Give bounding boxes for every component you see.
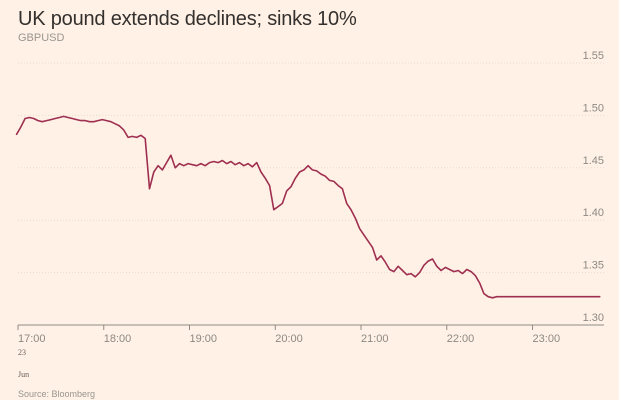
x-tick-label: 18:00 <box>104 333 132 345</box>
chart-title: UK pound extends declines; sinks 10% <box>18 8 357 30</box>
y-tick-label: 1.55 <box>583 50 604 62</box>
y-tick-label: 1.40 <box>583 207 604 219</box>
x-tick-label: 23:00 <box>533 333 561 345</box>
x-tick-label: 19:00 <box>190 333 218 345</box>
chart-source: Source: Bloomberg <box>18 389 96 399</box>
x-tick-label: 20:00 <box>275 333 303 345</box>
y-tick-label: 1.35 <box>583 260 604 272</box>
y-tick-label: 1.50 <box>583 102 604 114</box>
y-tick-label: 1.45 <box>583 155 604 167</box>
x-tick-label: 17:00 <box>18 333 46 345</box>
chart-subtitle: GBPUSD <box>18 32 65 44</box>
x-tick-sublabel-month: Jun <box>18 370 29 379</box>
gbpusd-series-line <box>15 115 601 299</box>
x-tick-label: 22:00 <box>447 333 475 345</box>
y-tick-label: 1.30 <box>583 312 604 324</box>
x-tick-label: 21:00 <box>361 333 389 345</box>
x-tick-sublabel-day: 23 <box>18 348 26 357</box>
